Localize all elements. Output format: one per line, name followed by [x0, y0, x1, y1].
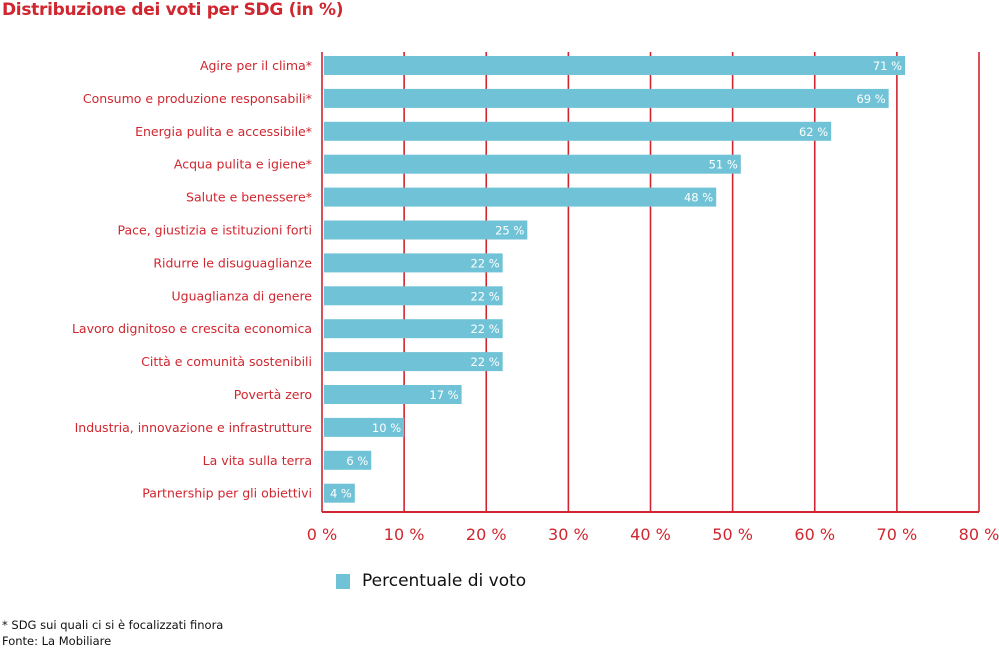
legend-label: Percentuale di voto [362, 571, 527, 591]
category-label: Povertà zero [234, 387, 312, 402]
x-tick-label: 0 % [307, 525, 337, 544]
category-label: Consumo e produzione responsabili* [83, 91, 312, 106]
data-label: 69 % [856, 92, 885, 106]
data-label: 22 % [470, 289, 499, 303]
x-tick-label: 70 % [877, 525, 918, 544]
data-label: 25 % [495, 224, 524, 238]
x-tick-label: 10 % [384, 525, 425, 544]
category-label: Salute e benessere* [186, 190, 312, 205]
bar [324, 385, 462, 404]
legend: Percentuale di voto [336, 571, 526, 591]
category-label: Lavoro dignitoso e crescita economica [72, 321, 312, 336]
x-tick-label: 60 % [794, 525, 835, 544]
x-tick-label: 50 % [712, 525, 753, 544]
data-label: 6 % [346, 454, 368, 468]
bar [324, 286, 503, 306]
data-label: 22 % [470, 355, 499, 369]
bar [324, 417, 405, 437]
data-label: 22 % [470, 322, 499, 336]
bar [324, 187, 717, 207]
category-label: Partnership per gli obiettivi [142, 486, 312, 501]
data-label: 62 % [799, 125, 828, 139]
data-label: 4 % [330, 487, 352, 501]
bar [324, 450, 372, 470]
footnote-sdg: * SDG sui quali ci si è focalizzati fino… [2, 618, 224, 632]
bar [324, 483, 355, 503]
category-label: Energia pulita e accessibile* [135, 124, 312, 139]
category-label: Industria, innovazione e infrastrutture [75, 420, 313, 435]
bar [324, 319, 503, 339]
data-label: 51 % [709, 158, 738, 172]
x-tick-label: 20 % [466, 525, 507, 544]
data-label: 71 % [873, 59, 902, 73]
bar [324, 154, 741, 174]
category-label: Ridurre le disuguaglianze [153, 255, 312, 270]
category-label: La vita sulla terra [203, 453, 312, 468]
x-tick-label: 80 % [959, 525, 999, 544]
data-label: 48 % [684, 191, 713, 205]
bar [324, 56, 906, 75]
bar [324, 253, 503, 273]
category-label: Agire per il clima* [200, 58, 312, 73]
bar [324, 352, 503, 372]
category-label: Acqua pulita e igiene* [174, 157, 312, 172]
x-tick-label: 40 % [630, 525, 671, 544]
data-label: 22 % [470, 256, 499, 270]
legend-swatch [336, 573, 350, 589]
data-label: 10 % [372, 421, 401, 435]
category-label: Città e comunità sostenibili [141, 354, 312, 369]
category-label: Uguaglianza di genere [172, 288, 313, 303]
chart-title: Distribuzione dei voti per SDG (in %) [2, 0, 344, 20]
bar [324, 220, 528, 240]
footnote-source: Fonte: La Mobiliare [2, 634, 112, 648]
bar-chart: 0 % 10 % 20 % 30 % 40 % 50 % 60 % 70 % 80 % Agire… [72, 52, 999, 544]
bar [324, 121, 832, 141]
x-tick-label: 30 % [548, 525, 589, 544]
bar [324, 88, 889, 108]
data-label: 17 % [429, 388, 458, 402]
category-label: Pace, giustizia e istituzioni forti [118, 223, 313, 238]
